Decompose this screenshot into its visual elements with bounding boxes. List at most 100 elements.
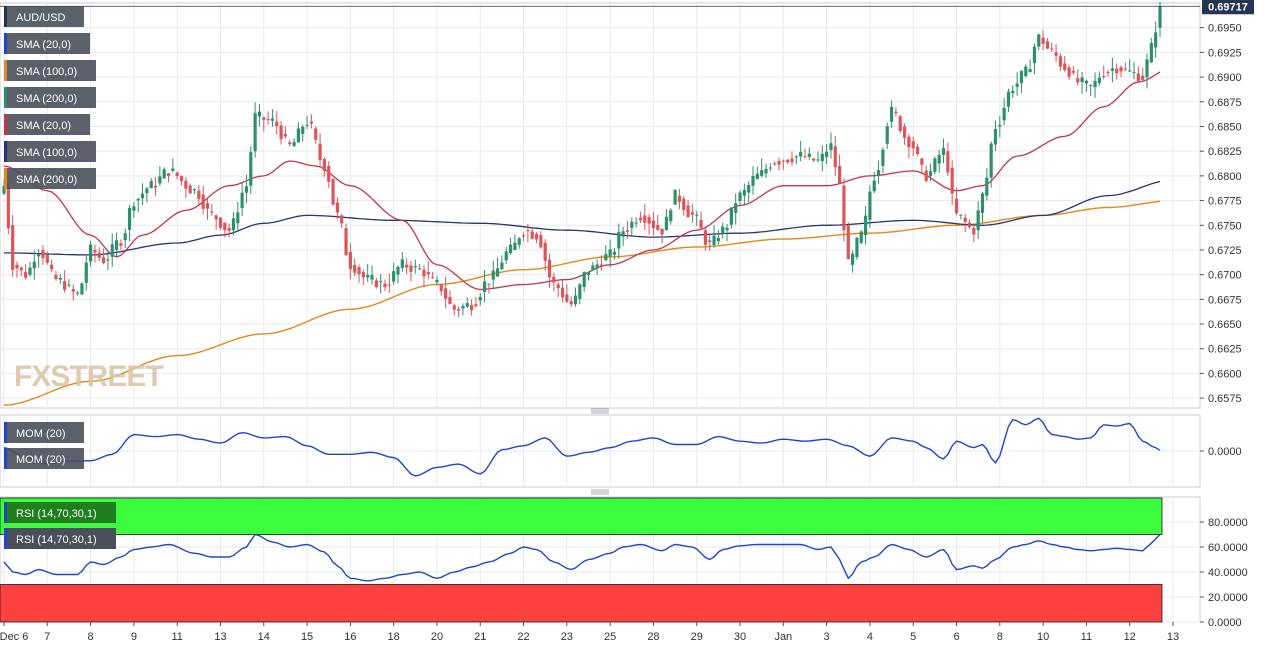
candle xyxy=(205,199,210,220)
candle xyxy=(482,270,487,303)
candle xyxy=(508,237,513,255)
candle xyxy=(93,244,97,263)
candle xyxy=(664,209,669,231)
candle xyxy=(911,136,915,157)
panel-resize-handle[interactable] xyxy=(591,408,609,414)
price-legend-item[interactable]: SMA (200,0) xyxy=(4,87,96,108)
price-y-tick-label: 0.6625 xyxy=(1208,344,1242,356)
candle xyxy=(123,228,127,249)
candle xyxy=(457,306,461,317)
candle xyxy=(677,188,682,210)
candle xyxy=(210,203,214,216)
candle xyxy=(859,229,863,245)
candle xyxy=(591,261,595,271)
momentum-legend-item[interactable]: MOM (20) xyxy=(4,448,84,469)
candle xyxy=(227,223,231,238)
candle xyxy=(19,266,23,277)
candle xyxy=(101,248,106,265)
candle xyxy=(985,168,989,201)
candle xyxy=(937,150,941,174)
price-legend-item[interactable]: SMA (20,0) xyxy=(4,33,90,54)
candle xyxy=(244,174,249,204)
candle xyxy=(387,273,391,293)
candle xyxy=(946,142,950,176)
rsi-y-tick-label: 40.0000 xyxy=(1208,567,1248,579)
candle xyxy=(32,250,36,280)
candle xyxy=(132,202,136,218)
price-y-tick-label: 0.6875 xyxy=(1208,97,1242,109)
candle xyxy=(534,232,539,244)
momentum-y-tick-label: 0.0000 xyxy=(1208,446,1242,458)
rsi-legend-item[interactable]: RSI (14,70,30,1) xyxy=(4,528,116,549)
x-tick-label: 12 xyxy=(1124,631,1136,643)
x-tick-label: 28 xyxy=(647,631,659,643)
x-tick-label: 13 xyxy=(214,631,226,643)
candle xyxy=(452,303,456,316)
candle xyxy=(521,232,526,242)
candle xyxy=(560,280,565,303)
candle xyxy=(573,287,578,307)
candle xyxy=(249,146,253,195)
candle xyxy=(11,214,15,277)
candle xyxy=(595,259,599,275)
candle xyxy=(1106,69,1110,77)
candle xyxy=(361,269,365,285)
candle xyxy=(924,165,928,183)
candle xyxy=(15,261,19,278)
candle xyxy=(504,247,508,264)
candle xyxy=(409,260,413,282)
momentum-legend-item[interactable]: MOM (20) xyxy=(4,422,84,443)
candle xyxy=(1015,72,1019,96)
price-legend-item[interactable]: SMA (100,0) xyxy=(4,60,96,81)
x-tick-label: 13 xyxy=(1167,631,1179,643)
candle xyxy=(84,254,88,291)
candle xyxy=(1054,44,1058,63)
candle xyxy=(305,115,309,130)
price-legend-item[interactable]: SMA (20,0) xyxy=(4,114,90,135)
candle xyxy=(1154,21,1158,58)
candle xyxy=(690,203,695,223)
rsi-y-tick-label: 60.0000 xyxy=(1208,542,1248,554)
rsi-legend-item[interactable]: RSI (14,70,30,1) xyxy=(4,502,116,523)
x-tick-label: 3 xyxy=(824,631,830,643)
panel-resize-handle[interactable] xyxy=(591,489,609,495)
price-y-tick-label: 0.6925 xyxy=(1208,47,1242,59)
candle xyxy=(400,252,404,272)
candle xyxy=(915,144,920,156)
candle xyxy=(967,219,972,229)
candle xyxy=(829,132,833,159)
candle xyxy=(444,276,448,309)
candle xyxy=(539,231,543,249)
candle xyxy=(418,263,422,270)
candle xyxy=(530,227,534,240)
candle xyxy=(552,272,556,292)
candle xyxy=(582,271,586,292)
price-legend-item[interactable]: SMA (200,0) xyxy=(4,168,96,189)
candle xyxy=(283,126,288,139)
price-y-tick-label: 0.6575 xyxy=(1208,393,1242,405)
candle xyxy=(314,126,318,144)
candle xyxy=(478,293,482,306)
candle xyxy=(153,177,158,196)
candle xyxy=(231,212,236,236)
candle xyxy=(50,259,54,272)
rsi-y-tick-label: 20.0000 xyxy=(1208,592,1248,604)
x-tick-label: 22 xyxy=(517,631,529,643)
price-legend-item[interactable]: AUD/USD xyxy=(4,6,84,27)
candle xyxy=(863,206,868,245)
candle xyxy=(76,290,80,296)
price-y-tick-label: 0.6950 xyxy=(1208,23,1242,35)
candle xyxy=(695,211,699,226)
candle xyxy=(413,259,417,274)
x-tick-label: 5 xyxy=(910,631,916,643)
x-tick-label: 25 xyxy=(604,631,616,643)
candle xyxy=(747,181,751,203)
candle xyxy=(751,166,755,195)
candle xyxy=(543,239,547,271)
candle xyxy=(825,143,829,165)
candle xyxy=(578,283,582,305)
candle xyxy=(301,124,305,142)
candle xyxy=(716,229,720,245)
x-tick-label: 29 xyxy=(691,631,703,643)
price-legend-item[interactable]: SMA (100,0) xyxy=(4,141,96,162)
